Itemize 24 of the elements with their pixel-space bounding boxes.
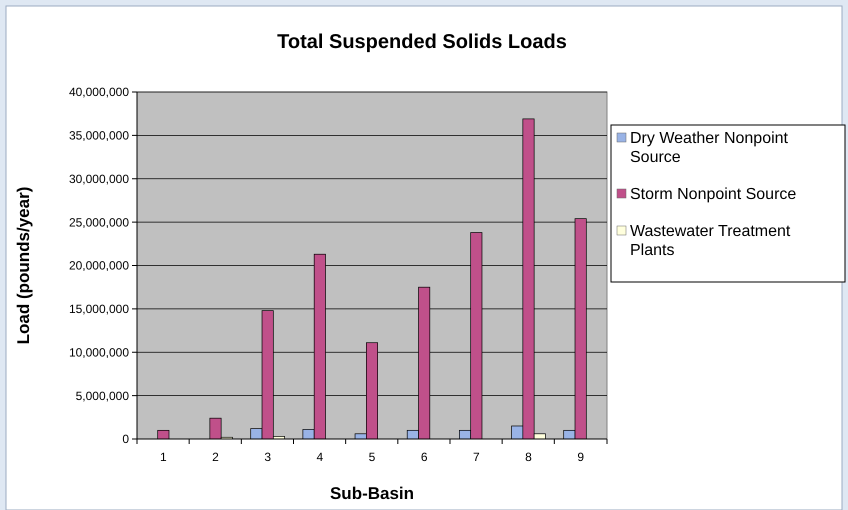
y-axis-title: Load (pounds/year) <box>14 186 33 344</box>
legend-label: Wastewater Treatment Plants <box>630 223 791 259</box>
x-axis-title: Sub-Basin <box>330 484 414 503</box>
y-tick-label: 30,000,000 <box>68 172 130 186</box>
x-tick-label: 2 <box>212 450 220 464</box>
x-tick-label: 4 <box>316 450 324 464</box>
y-tick-label: 15,000,000 <box>68 302 130 316</box>
y-tick-label: 5,000,000 <box>76 388 130 403</box>
x-tick-label: 9 <box>577 450 584 464</box>
y-tick-label: 25,000,000 <box>68 215 130 230</box>
x-tick-label: 7 <box>472 450 480 464</box>
chart-title: Total Suspended Solids Loads <box>277 31 567 53</box>
x-tick-label: 5 <box>368 450 376 464</box>
y-tick-label: 20,000,000 <box>68 258 130 273</box>
x-tick-label: 1 <box>160 450 167 464</box>
y-tick-label: 35,000,000 <box>68 128 130 143</box>
x-tick-label: 6 <box>420 450 428 464</box>
x-tick-label: 3 <box>264 450 272 464</box>
y-tick-label: 40,000,000 <box>68 85 130 100</box>
y-tick-label: 0 <box>122 432 130 446</box>
legend-label: Storm Nonpoint Source <box>630 186 796 203</box>
y-tick-label: 10,000,000 <box>68 345 130 360</box>
x-tick-label: 8 <box>525 450 532 464</box>
legend-label: Dry Weather Nonpoint Source <box>630 130 789 166</box>
